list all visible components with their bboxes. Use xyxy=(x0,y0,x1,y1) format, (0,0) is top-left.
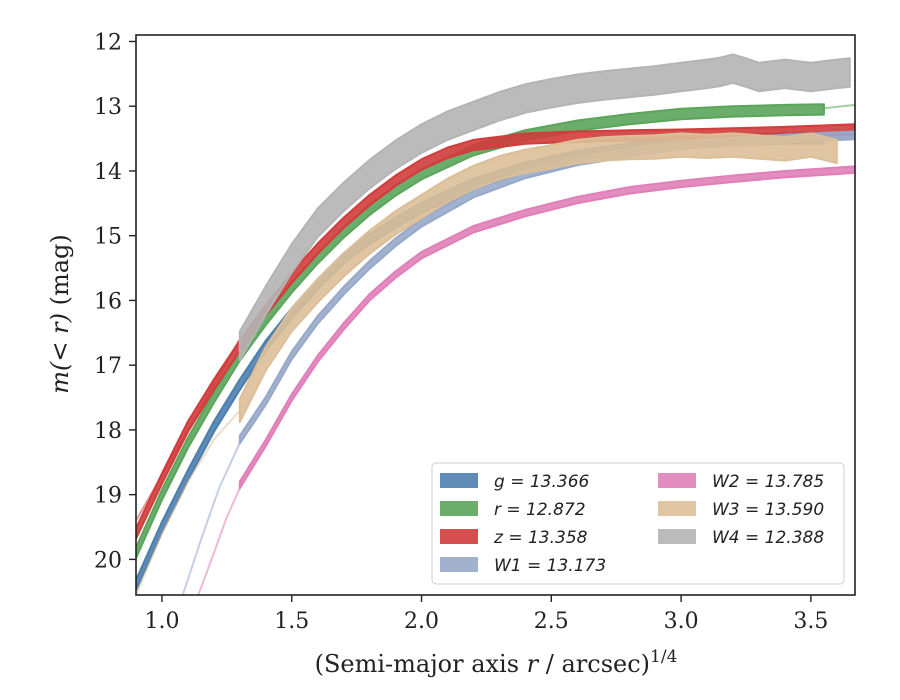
y-tick-label: 13 xyxy=(94,95,122,120)
y-axis-label: m(< r) (mag) xyxy=(46,234,74,394)
y-tick-label: 15 xyxy=(94,225,122,250)
series-6-band xyxy=(238,53,851,361)
series-5-extrapolation xyxy=(136,409,241,595)
series-3-band xyxy=(238,130,855,445)
plot-frame xyxy=(135,34,856,596)
x-tick-label: 1.5 xyxy=(274,609,309,634)
legend-label: g = 13.366 xyxy=(494,472,590,492)
series-5-band xyxy=(238,132,838,424)
legend: g = 13.366 r = 12.872 z = 13.358 W1 = 13.17… xyxy=(431,462,845,585)
series-3-extrapolation xyxy=(181,442,241,595)
legend-swatch xyxy=(440,501,478,516)
legend-label: W2 = 13.785 xyxy=(712,472,824,492)
y-tick-label: 12 xyxy=(94,30,122,55)
legend-swatch xyxy=(658,529,696,544)
series-2 xyxy=(136,123,855,540)
y-tick-label: 20 xyxy=(94,548,122,573)
y-tick-label: 17 xyxy=(94,354,122,379)
x-tick-label: 3.5 xyxy=(793,609,828,634)
legend-swatch xyxy=(440,529,478,544)
legend-label: r = 12.872 xyxy=(494,500,586,520)
series-6 xyxy=(238,53,851,361)
series-2-band xyxy=(136,123,855,540)
series-3 xyxy=(181,130,855,595)
y-tick-label: 16 xyxy=(94,289,122,314)
series-4 xyxy=(197,165,855,595)
legend-swatch xyxy=(440,473,478,488)
series-1-extrapolation xyxy=(823,103,855,110)
series-4-extrapolation xyxy=(197,487,241,595)
x-axis-label: (Semi-major axis r / arcsec)1/4 xyxy=(315,647,678,678)
x-tick-label: 3.0 xyxy=(664,609,699,634)
legend-label: W3 = 13.590 xyxy=(712,500,824,520)
legend-label: z = 13.358 xyxy=(493,528,588,548)
legend-swatch xyxy=(658,501,696,516)
legend-label: W4 = 12.388 xyxy=(712,528,824,548)
legend-box xyxy=(431,462,845,585)
x-tick-label: 2.0 xyxy=(404,609,439,634)
x-tick-label: 1.0 xyxy=(144,609,179,634)
series-4-band xyxy=(238,165,855,490)
legend-label: W1 = 13.173 xyxy=(494,556,606,576)
y-tick-label: 18 xyxy=(94,419,122,444)
y-tick-label: 14 xyxy=(94,160,122,185)
x-tick-label: 2.5 xyxy=(534,609,569,634)
series-5 xyxy=(136,132,838,595)
legend-swatch xyxy=(658,473,696,488)
y-tick-label: 19 xyxy=(94,484,122,509)
legend-swatch xyxy=(440,557,478,572)
